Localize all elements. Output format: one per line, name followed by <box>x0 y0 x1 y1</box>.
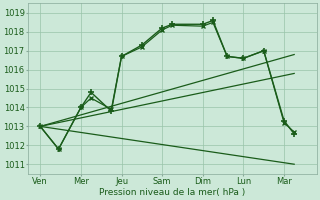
X-axis label: Pression niveau de la mer( hPa ): Pression niveau de la mer( hPa ) <box>99 188 245 197</box>
